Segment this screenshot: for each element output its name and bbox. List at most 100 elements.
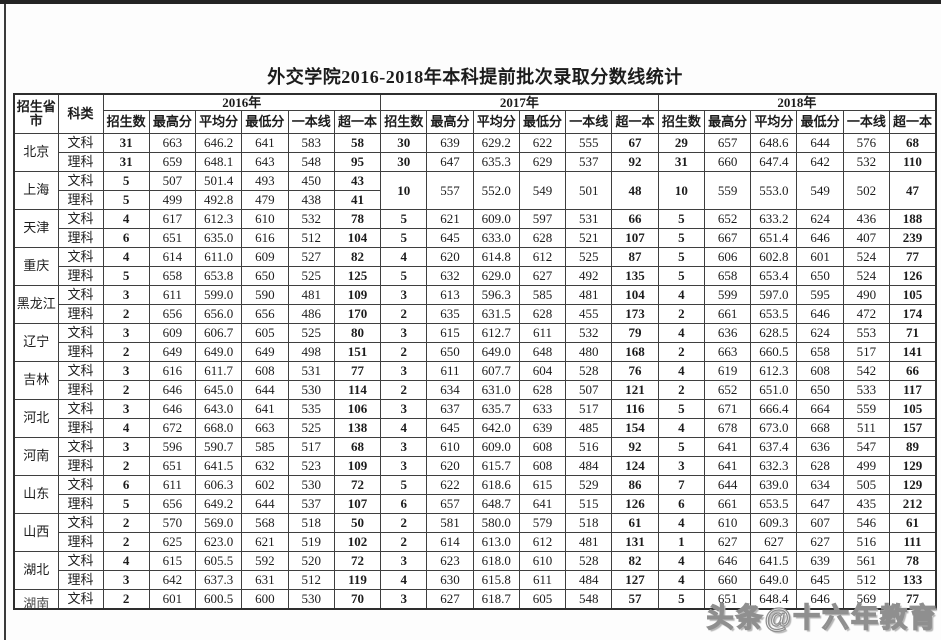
score-cell: 4 [657,513,705,533]
score-cell: 631 [241,570,289,590]
score-cell: 10 [380,171,428,210]
score-cell: 637 [426,399,474,419]
score-cell: 650 [796,266,844,286]
score-cell: 47 [889,171,937,210]
score-cell: 438 [287,190,335,210]
score-cell: 602.8 [750,247,798,267]
score-cell: 524 [842,247,891,267]
score-cell: 615 [426,323,474,343]
province-cell: 湖南 [13,589,59,610]
score-cell: 173 [611,304,659,324]
sub-header: 超一本 [889,110,937,134]
score-cell: 109 [333,456,382,476]
score-cell: 133 [889,570,937,590]
score-cell: 5 [657,228,705,248]
score-cell: 610 [703,513,752,533]
score-cell: 664 [796,399,844,419]
score-cell: 5 [380,228,428,248]
score-cell: 4 [657,323,705,343]
score-cell: 530 [287,475,335,495]
track-type-cell: 文科 [57,323,104,343]
score-cell: 635 [426,304,474,324]
table-head: 招生省市 科类 2016年 2017年 2018年 招生数 最高分 平均分 最低分 一本线 超一本招… [13,93,937,134]
page-title: 外交学院2016-2018年本科提前批次录取分数线统计 [267,67,683,87]
track-type-cell: 文科 [57,361,104,381]
score-cell: 4 [102,209,150,229]
score-cell: 648.4 [750,589,798,610]
score-cell: 633 [518,399,567,419]
score-cell: 481 [565,532,613,552]
score-cell: 10 [657,171,705,210]
score-cell: 4 [657,361,705,381]
score-cell: 639 [796,551,844,571]
score-cell: 672 [148,418,197,438]
score-cell: 519 [287,532,335,552]
score-cell: 3 [380,361,428,381]
province-cell: 天津 [13,209,59,248]
score-cell: 634 [426,380,474,400]
score-cell: 628 [796,456,844,476]
score-cell: 43 [333,171,382,191]
score-cell: 618.7 [472,589,520,610]
score-cell: 518 [287,513,335,533]
score-cell: 628 [518,380,567,400]
score-cell: 592 [241,551,289,571]
score-cell: 6 [102,228,150,248]
sub-header: 招生数 [380,110,428,134]
score-cell: 127 [611,570,659,590]
score-cell: 5 [380,209,428,229]
score-cell: 531 [565,209,613,229]
score-cell: 212 [889,494,937,514]
score-cell: 89 [889,437,937,457]
score-cell: 31 [102,133,150,153]
score-cell: 168 [611,342,659,362]
track-type-cell: 文科 [57,171,104,191]
score-cell: 624 [796,209,844,229]
score-cell: 511 [842,418,891,438]
score-cell: 608 [796,361,844,381]
score-cell: 4 [380,418,428,438]
score-cell: 651 [148,456,197,476]
score-cell: 523 [287,456,335,476]
score-cell: 109 [333,285,382,305]
score-cell: 77 [333,361,382,381]
score-cell: 525 [287,266,335,286]
score-cell: 629 [518,152,567,172]
score-cell: 7 [657,475,705,495]
score-cell: 628 [518,228,567,248]
table-row: 吉林 文科 3 616 611.7 608 531 77 3 611 607.7 604 528 76 4 6… [13,361,937,400]
score-cell: 151 [333,342,382,362]
score-cell: 634 [796,475,844,495]
score-cell: 125 [333,266,382,286]
table-row: 山西 文科 2 570 569.0 568 518 50 2 581 580.0 579 518 61 4 6… [13,513,937,552]
score-cell: 68 [333,437,382,457]
score-cell: 157 [889,418,937,438]
score-cell: 135 [611,266,659,286]
score-cell: 3 [380,589,428,610]
score-cell: 484 [565,570,613,590]
score-cell: 559 [703,171,752,210]
score-cell: 619 [703,361,752,381]
score-cell: 117 [889,380,937,400]
score-cell: 4 [380,570,428,590]
score-cell: 3 [380,285,428,305]
score-cell: 516 [565,437,613,457]
score-cell: 126 [889,266,937,286]
score-cell: 533 [842,380,891,400]
top-border-bar [0,0,941,4]
score-cell: 632.3 [750,456,798,476]
score-cell: 605.5 [195,551,243,571]
track-type-cell: 文科 [57,247,104,267]
watermark: 头条@十六年教育 [706,602,938,633]
score-cell: 131 [611,532,659,552]
score-cell: 436 [842,209,891,229]
score-cell: 610 [426,437,474,457]
score-cell: 632 [241,456,289,476]
score-cell: 661 [703,304,752,324]
score-cell: 649.2 [195,494,243,514]
score-cell: 660 [703,152,752,172]
score-cell: 599.0 [195,285,243,305]
score-cell: 1 [657,532,705,552]
score-cell: 119 [333,570,382,590]
score-cell: 657 [426,494,474,514]
